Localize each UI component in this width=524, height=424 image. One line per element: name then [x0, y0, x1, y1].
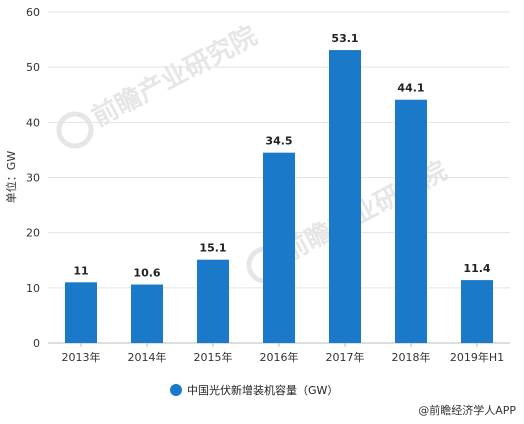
bar-4 [329, 50, 361, 343]
data-label-5: 44.1 [397, 82, 424, 95]
x-tick-label: 2013年 [62, 350, 101, 364]
bar-5 [395, 99, 427, 343]
y-axis-label: 单位：GW [4, 151, 18, 204]
bar-6 [461, 280, 493, 343]
y-axis-ticks: 0 10 20 30 40 50 60 [26, 6, 40, 350]
bars [65, 50, 493, 343]
data-label-0: 11 [73, 264, 88, 277]
y-tick-label: 30 [26, 172, 40, 185]
legend: 中国光伏新增装机容量（GW） [170, 383, 338, 397]
x-axis-categories: 2013年 2014年 2015年 2016年 2017年 2018年 2019年H1 [62, 343, 504, 364]
legend-marker [170, 384, 182, 396]
watermark-text-upper: 前瞻产业研究院 [87, 20, 262, 133]
y-tick-label: 50 [26, 61, 40, 74]
y-tick-label: 20 [26, 227, 40, 240]
y-tick-label: 40 [26, 116, 40, 129]
x-tick-label: 2015年 [194, 350, 233, 364]
data-label-2: 15.1 [199, 242, 226, 255]
source-label: @前瞻经济学人APP [418, 403, 516, 417]
x-tick-label: 2014年 [128, 350, 167, 364]
bar-1 [131, 284, 163, 343]
bar-0 [65, 282, 97, 343]
x-tick-label: 2019年H1 [450, 350, 504, 364]
data-labels: 11 10.6 15.1 34.5 53.1 44.1 11.4 [73, 32, 491, 279]
x-tick-label: 2016年 [260, 350, 299, 364]
data-label-4: 53.1 [331, 32, 358, 45]
y-tick-label: 10 [26, 282, 40, 295]
data-label-3: 34.5 [265, 135, 292, 148]
gridlines [48, 11, 510, 344]
data-label-1: 10.6 [133, 267, 160, 280]
watermark-logo-upper: 前瞻产业研究院 [56, 20, 262, 149]
y-tick-label: 0 [33, 337, 40, 350]
x-tick-label: 2017年 [326, 350, 365, 364]
bar-2 [197, 259, 229, 343]
bar-3 [263, 152, 295, 343]
data-label-6: 11.4 [463, 262, 490, 275]
x-tick-label: 2018年 [392, 350, 431, 364]
legend-label: 中国光伏新增装机容量（GW） [187, 383, 338, 397]
y-tick-label: 60 [26, 6, 40, 19]
